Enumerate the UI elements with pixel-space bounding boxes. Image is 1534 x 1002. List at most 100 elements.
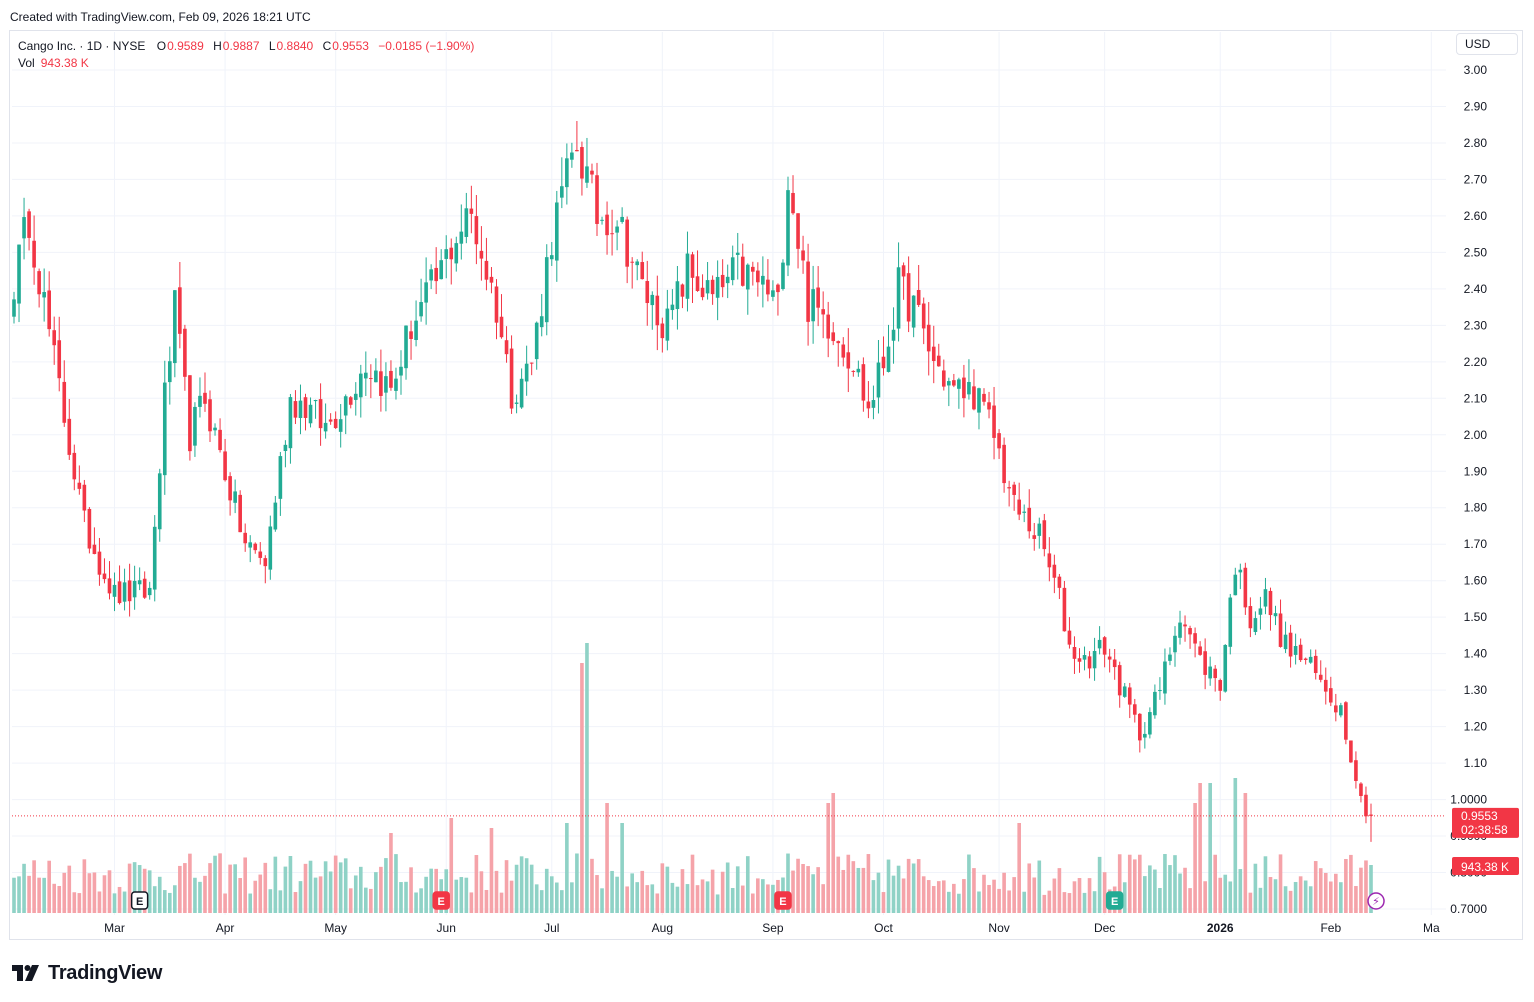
- candle-body: [92, 544, 97, 555]
- candle-body: [690, 254, 695, 278]
- volume-bar: [1012, 877, 1016, 913]
- candle-body: [248, 542, 253, 548]
- event-marker-dividend-split[interactable]: ⚡: [1367, 892, 1385, 910]
- volume-bar: [821, 884, 825, 913]
- volume-bar: [1344, 858, 1348, 913]
- volume-bar: [173, 885, 177, 913]
- candle-body: [1318, 674, 1323, 680]
- legend-ohlc-row: Cango Inc. · 1D · NYSE O0.9589 H0.9887 L…: [18, 38, 480, 55]
- volume-bar: [162, 890, 167, 913]
- event-marker-earnings-up[interactable]: E: [1105, 891, 1124, 910]
- candle-body: [811, 289, 815, 322]
- volume-bar: [459, 877, 464, 913]
- volume-bar: [826, 803, 831, 913]
- volume-bar: [595, 875, 599, 913]
- volume-bar: [1263, 856, 1268, 913]
- candle-body: [454, 243, 459, 264]
- event-marker-earnings-past[interactable]: E: [130, 891, 149, 910]
- volume-bar: [102, 875, 107, 913]
- volume-bar: [936, 881, 941, 913]
- candle-body: [1344, 702, 1348, 740]
- volume-bar: [967, 854, 971, 913]
- candle-body: [1203, 651, 1207, 675]
- volume-bar: [881, 892, 886, 913]
- volume-bar: [1077, 878, 1082, 913]
- candle-body: [178, 287, 182, 334]
- candle-body: [695, 276, 700, 291]
- volume-bar: [183, 863, 187, 913]
- candle-body: [258, 551, 263, 558]
- volume-bar: [419, 888, 423, 913]
- candle-body: [851, 370, 856, 372]
- candle-body: [67, 418, 72, 455]
- candle-body: [343, 396, 348, 416]
- volume-bar: [1253, 863, 1258, 913]
- chart-frame[interactable]: [9, 30, 1523, 940]
- volume-bar: [585, 643, 589, 913]
- candle-body: [524, 363, 529, 382]
- earnings-icon: E: [779, 896, 786, 908]
- volume-bar: [655, 893, 660, 913]
- candle-body: [1007, 487, 1011, 489]
- volume-bar: [338, 862, 343, 913]
- candle-body: [806, 261, 810, 322]
- legend-volume-row: Vol 943.38 K: [18, 55, 480, 72]
- volume-bar: [861, 867, 866, 913]
- volume-bar: [1163, 854, 1167, 913]
- event-marker-earnings-down[interactable]: E: [774, 891, 792, 910]
- volume-bar: [1243, 793, 1248, 913]
- candle-body: [1132, 704, 1137, 715]
- candle-body: [389, 370, 393, 388]
- candle-body: [1062, 587, 1067, 632]
- tradingview-logo[interactable]: TradingView: [12, 960, 162, 986]
- candle-body: [419, 302, 423, 317]
- volume-bar: [1328, 881, 1333, 913]
- candle-body: [22, 217, 26, 239]
- candle-body: [1183, 624, 1187, 627]
- volume-bar: [424, 876, 428, 913]
- x-tick-label: May: [324, 921, 347, 935]
- candle-body: [203, 392, 207, 404]
- candle-body: [1268, 590, 1273, 616]
- candle-body: [670, 304, 675, 311]
- candle-body: [529, 362, 534, 364]
- volume-bar: [1042, 894, 1047, 913]
- volume-bar: [1303, 880, 1308, 913]
- volume-bar: [801, 864, 805, 913]
- volume-bar: [1354, 886, 1358, 913]
- candle-body: [570, 152, 574, 160]
- candle-body: [1173, 635, 1177, 653]
- legend-symbol[interactable]: Cango Inc. · 1D · NYSE: [18, 39, 146, 53]
- candle-body: [947, 381, 951, 386]
- volume-bar: [127, 863, 132, 913]
- volume-bar: [494, 870, 499, 913]
- volume-bar: [22, 863, 26, 913]
- candle-body: [1112, 659, 1117, 668]
- volume-bar: [298, 881, 303, 913]
- candle-body: [384, 376, 388, 393]
- volume-bar: [137, 865, 142, 913]
- currency-selector[interactable]: USD: [1456, 33, 1518, 55]
- volume-bar: [1153, 869, 1157, 913]
- candle-body: [1178, 622, 1182, 638]
- candle-body: [640, 262, 645, 280]
- event-marker-earnings-down[interactable]: E: [432, 891, 450, 910]
- candle-body: [1097, 639, 1102, 649]
- volume-bar: [625, 886, 629, 913]
- x-tick-label: Apr: [216, 921, 235, 935]
- candle-body: [399, 366, 403, 376]
- volume-bar: [62, 872, 67, 913]
- volume-bar: [911, 863, 916, 913]
- candle-body: [353, 393, 358, 400]
- candle-body: [152, 526, 157, 590]
- volume-bar: [228, 864, 232, 913]
- volume-bar: [836, 856, 841, 913]
- volume-bar: [725, 862, 730, 913]
- volume-bar: [1032, 877, 1037, 913]
- volume-bar: [680, 869, 685, 913]
- candle-body: [439, 260, 444, 280]
- volume-bar: [831, 793, 836, 913]
- volume-bar: [1223, 874, 1228, 913]
- volume-bar: [1213, 854, 1218, 913]
